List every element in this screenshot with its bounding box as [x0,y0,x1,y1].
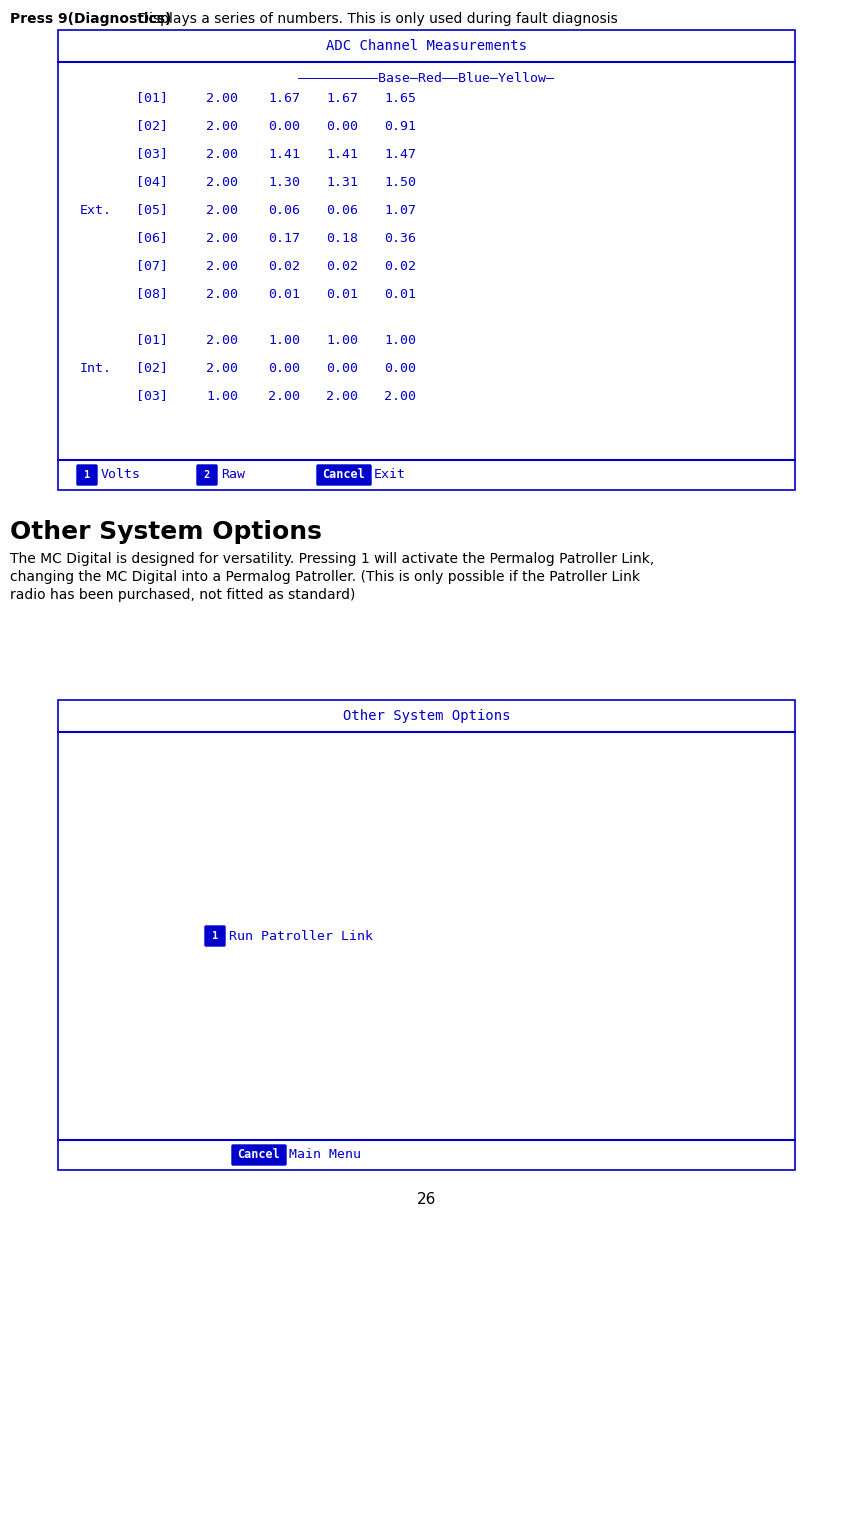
Text: 26: 26 [417,1192,436,1207]
Text: 0.36: 0.36 [384,231,415,245]
Text: 2.00: 2.00 [206,287,238,301]
Text: 1.30: 1.30 [268,175,299,188]
Text: 0.01: 0.01 [326,287,357,301]
Text: 2.00: 2.00 [206,204,238,216]
FancyBboxPatch shape [77,465,97,485]
Text: [02]: [02] [136,120,168,132]
Text: 1: 1 [84,470,90,480]
Text: [03]: [03] [136,147,168,161]
Text: Displays a series of numbers. This is only used during fault diagnosis: Displays a series of numbers. This is on… [134,12,617,26]
Text: 2.00: 2.00 [384,389,415,403]
Text: 1.41: 1.41 [268,147,299,161]
Text: Ext.: Ext. [80,204,112,216]
Text: 1: 1 [212,930,218,941]
Text: [03]: [03] [136,389,168,403]
Text: 2: 2 [204,470,210,480]
Text: Press 9(Diagnostics): Press 9(Diagnostics) [10,12,171,26]
Text: 1.67: 1.67 [326,91,357,105]
Text: radio has been purchased, not fitted as standard): radio has been purchased, not fitted as … [10,588,355,602]
Bar [58,701,794,1170]
Text: 2.00: 2.00 [206,333,238,347]
Text: 2.00: 2.00 [206,91,238,105]
Text: 1.50: 1.50 [384,175,415,188]
Text: 2.00: 2.00 [326,389,357,403]
Text: 0.00: 0.00 [326,120,357,132]
Text: [08]: [08] [136,287,168,301]
Text: ——————————Base—Red——Blue—Yellow—: ——————————Base—Red——Blue—Yellow— [299,71,554,85]
Text: 0.02: 0.02 [326,260,357,272]
Text: [04]: [04] [136,175,168,188]
Text: Int.: Int. [80,362,112,374]
Text: 2.00: 2.00 [206,260,238,272]
Text: 0.00: 0.00 [384,362,415,374]
Text: 2.00: 2.00 [206,362,238,374]
Text: [06]: [06] [136,231,168,245]
Text: 0.02: 0.02 [384,260,415,272]
Bar [58,30,794,489]
Text: 0.00: 0.00 [268,120,299,132]
Text: 0.00: 0.00 [268,362,299,374]
Text: Cancel: Cancel [237,1149,280,1161]
Text: 0.17: 0.17 [268,231,299,245]
Text: Volts: Volts [101,468,141,482]
Text: Run Patroller Link: Run Patroller Link [229,930,373,942]
Text: 1.41: 1.41 [326,147,357,161]
Text: Other System Options: Other System Options [342,708,509,724]
Text: 0.06: 0.06 [268,204,299,216]
FancyBboxPatch shape [316,465,370,485]
Text: 1.31: 1.31 [326,175,357,188]
Text: [01]: [01] [136,91,168,105]
Text: 1.00: 1.00 [268,333,299,347]
FancyBboxPatch shape [205,926,224,945]
Text: 1.67: 1.67 [268,91,299,105]
Text: Other System Options: Other System Options [10,520,322,544]
Text: 2.00: 2.00 [268,389,299,403]
Text: 1.65: 1.65 [384,91,415,105]
Text: 0.06: 0.06 [326,204,357,216]
Text: 2.00: 2.00 [206,120,238,132]
Text: 1.00: 1.00 [326,333,357,347]
Text: The MC Digital is designed for versatility. Pressing 1 will activate the Permalo: The MC Digital is designed for versatili… [10,552,653,565]
FancyBboxPatch shape [197,465,217,485]
Text: Main Menu: Main Menu [288,1149,361,1161]
Text: 2.00: 2.00 [206,175,238,188]
Text: 0.91: 0.91 [384,120,415,132]
Text: 0.18: 0.18 [326,231,357,245]
FancyBboxPatch shape [232,1145,286,1164]
Text: 0.01: 0.01 [384,287,415,301]
Text: [02]: [02] [136,362,168,374]
Text: [07]: [07] [136,260,168,272]
Text: Exit: Exit [374,468,405,482]
Text: 1.00: 1.00 [384,333,415,347]
Text: 1.00: 1.00 [206,389,238,403]
Text: 0.02: 0.02 [268,260,299,272]
Text: 2.00: 2.00 [206,147,238,161]
Text: Raw: Raw [221,468,245,482]
Text: [05]: [05] [136,204,168,216]
Text: [01]: [01] [136,333,168,347]
Text: 0.01: 0.01 [268,287,299,301]
Text: ADC Channel Measurements: ADC Channel Measurements [326,40,526,53]
Text: Cancel: Cancel [322,468,365,482]
Text: 2.00: 2.00 [206,231,238,245]
Text: 1.07: 1.07 [384,204,415,216]
Text: 0.00: 0.00 [326,362,357,374]
Text: 1.47: 1.47 [384,147,415,161]
Text: changing the MC Digital into a Permalog Patroller. (This is only possible if the: changing the MC Digital into a Permalog … [10,570,639,584]
